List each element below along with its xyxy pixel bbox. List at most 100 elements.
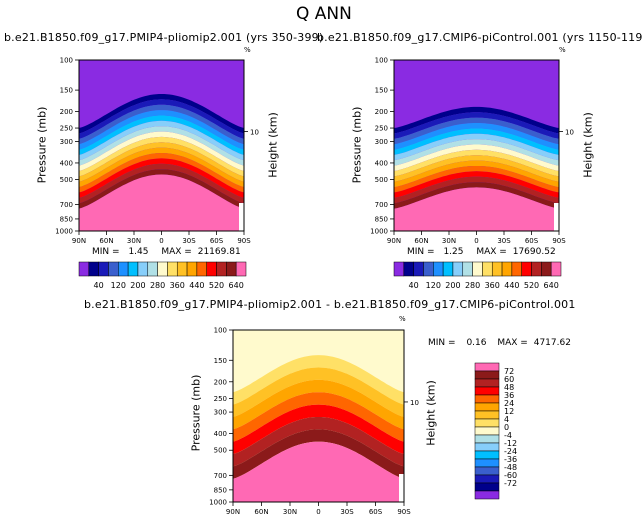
panel-1-colorbar-box <box>127 261 139 277</box>
panel-1-colorbar-label: 640 <box>229 281 244 290</box>
panel-1-colorbar-box <box>216 261 227 277</box>
panel-1-contour-band-2 <box>79 99 244 139</box>
panel-1-y-tick-label: 1000 <box>55 228 73 236</box>
panel-1-contour-band-5 <box>79 115 244 155</box>
figure-title: Q ANN <box>296 4 352 24</box>
panel-1-x-tick-label: 90S <box>237 237 251 245</box>
panel-3-y-tick-label: 500 <box>214 447 227 455</box>
panel-3-x-tick-label: 60N <box>254 508 268 516</box>
panel-2-contour-band-14 <box>394 176 559 204</box>
panel-1-colorbar-label: 360 <box>170 281 185 290</box>
panel-2-min-label: MIN = <box>407 247 435 257</box>
panel-2-colorbar-box <box>403 261 414 277</box>
panel-3-contour-band-6 <box>233 417 404 467</box>
panel-3-contour-band-2 <box>233 367 404 417</box>
panel-2-y-tick-label: 100 <box>375 57 388 65</box>
panel-1-max-label: MAX = <box>161 247 192 257</box>
panel-1-contour-band-10 <box>79 142 244 182</box>
panel-3-colorbar-box <box>474 370 500 380</box>
panel-2-colorbar-box <box>541 261 552 277</box>
panel-2-colorbar: 40 120 200 280 360 440 520 640 <box>393 261 562 290</box>
panel-1-colorbar-box <box>137 261 149 277</box>
panel-3-x-tick-label: 90S <box>397 508 411 516</box>
panel-1-colorbar-box <box>118 261 129 277</box>
panel-1-contour-band-14 <box>79 163 244 204</box>
panel-3-contour-band-7 <box>233 429 404 479</box>
panel-3-colorbar-label: -24 <box>504 447 517 456</box>
panel-3-plot-area <box>233 330 404 502</box>
panel-3-percent-mark: % <box>399 315 406 323</box>
panel-3-y-tick-label: 1000 <box>209 499 227 507</box>
panel-1-x-tick-label: 60S <box>210 237 224 245</box>
panel-3-colorbar-label: 24 <box>504 399 514 408</box>
panel-3-contour-band-4 <box>233 392 404 442</box>
panel-2-colorbar-box <box>413 261 424 277</box>
panel-3-colorbar-box <box>474 490 500 500</box>
panel-3-y-tick-label: 150 <box>214 357 227 365</box>
panel-3-colorbar-box <box>474 434 500 444</box>
panel-2-colorbar-label: 120 <box>426 281 441 290</box>
panel-1-contour-band-7 <box>79 126 244 166</box>
panel-1-contour-band-11 <box>79 147 244 188</box>
panel-2-colorbar-label: 440 <box>504 281 519 290</box>
panel-3-contour-band-5 <box>233 404 404 454</box>
panel-3-colorbar-box <box>474 362 500 372</box>
panel-3-x-tick-label: 90N <box>226 508 240 516</box>
panel-3-colorbar-label: -48 <box>504 463 517 472</box>
panel-1-contour-band-3 <box>79 104 244 145</box>
panel-3-y-tick-label: 250 <box>214 395 227 403</box>
panel-2-contour-band-1 <box>394 106 559 134</box>
panel-2-colorbar-label: 640 <box>544 281 559 290</box>
panel-3-max-value: 4717.62 <box>533 338 571 348</box>
panel-3-contour-band-1 <box>233 355 404 405</box>
panel-2-colorbar-box <box>462 261 473 277</box>
panel-1-contour-band-1 <box>79 94 244 134</box>
panel-1-x-tick-label: 30N <box>127 237 141 245</box>
panel-2-contour-band-11 <box>394 160 559 188</box>
panel-2-y-tick-label: 700 <box>375 201 388 209</box>
panel-1-subtitle: b.e21.B1850.f09_g17.PMIP4-pliomip2.001 (… <box>4 31 324 44</box>
panel-1-y-tick-label: 300 <box>60 138 73 146</box>
panel-1-x-tick-label: 0 <box>159 237 163 245</box>
panel-3-colorbar-label: 72 <box>504 367 514 376</box>
panel-3-colorbar-box <box>474 394 500 404</box>
panel-1-colorbar-label: 440 <box>189 281 204 290</box>
panel-1-colorbar-box <box>167 261 178 277</box>
panel-3-colorbar-label: 36 <box>504 391 514 400</box>
panel-2-x-tick-label: 30N <box>442 237 456 245</box>
panel-1-colorbar-label: 280 <box>150 281 165 290</box>
panel-3-y-tick-label: 700 <box>214 472 227 480</box>
panel-1-percent-mark: % <box>244 46 251 54</box>
panel-1-colorbar-box <box>176 261 188 277</box>
panel-2-y-tick-label: 200 <box>375 108 388 116</box>
panel-3-y-tick-label: 100 <box>214 327 227 335</box>
panel-2-contour-band-9 <box>394 149 559 177</box>
panel-1-y-tick-label: 250 <box>60 125 73 133</box>
panel-3-y-tick-label: 850 <box>214 486 227 494</box>
panel-2-colorbar-box <box>531 261 542 277</box>
panel-2-contour-band-13 <box>394 171 559 198</box>
panel-2-x-tick-label: 0 <box>474 237 478 245</box>
panel-1-contour-band-4 <box>79 110 244 150</box>
panel-3-colorbar-box <box>474 426 500 436</box>
panel-3-min-value: 0.16 <box>466 338 487 348</box>
panel-1-plot-area <box>79 60 244 231</box>
panel-1-contour-band-16 <box>79 174 244 231</box>
panel-3-colorbar-box <box>474 458 500 468</box>
panel-1-y-tick-label: 100 <box>60 57 73 65</box>
panel-2-percent-mark: % <box>559 46 566 54</box>
panel-3-y-tick-label: 200 <box>214 378 227 386</box>
panel-1-colorbar-box <box>88 261 99 277</box>
panel-1-colorbar-label: 120 <box>111 281 126 290</box>
panel-2-y-tick-label: 300 <box>375 138 388 146</box>
panel-2-colorbar-box <box>550 261 562 277</box>
panel-2-x-tick-label: 60S <box>525 237 539 245</box>
panel-2-colorbar-box <box>423 261 434 277</box>
panel-2-topography-mask <box>554 203 559 231</box>
panel-1-colorbar-box <box>186 261 198 277</box>
panel-3-colorbar-label: 0 <box>504 423 509 432</box>
panel-3-colorbar-label: 4 <box>504 415 509 424</box>
